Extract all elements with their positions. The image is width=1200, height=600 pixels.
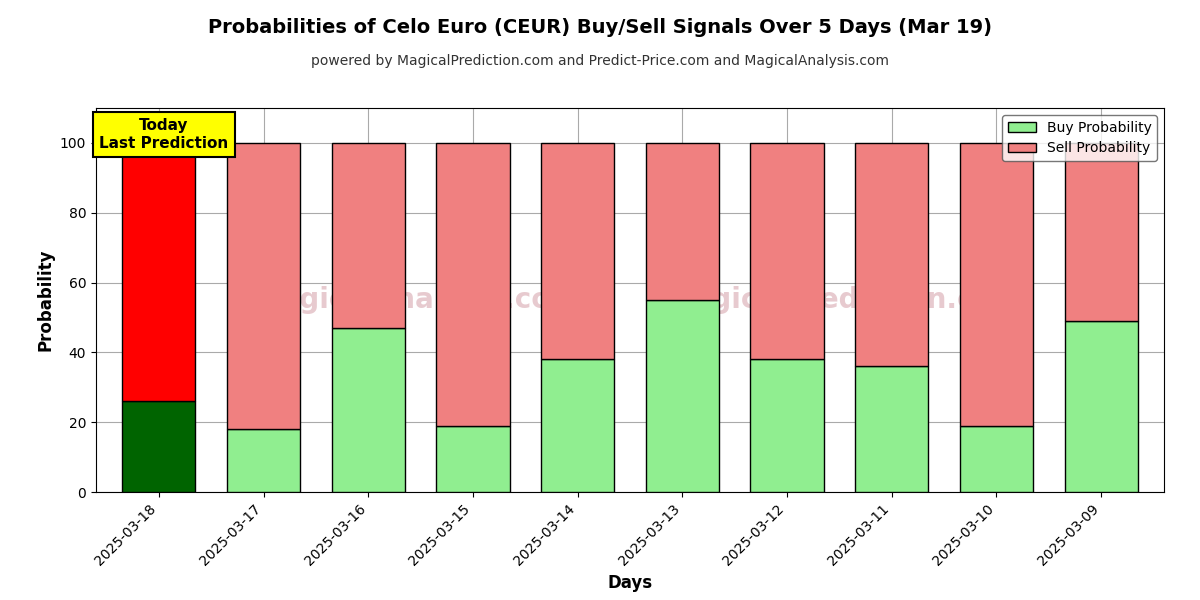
Bar [646, 300, 719, 492]
Text: powered by MagicalPrediction.com and Predict-Price.com and MagicalAnalysis.com: powered by MagicalPrediction.com and Pre… [311, 54, 889, 68]
Text: MagicalPrediction.com: MagicalPrediction.com [665, 286, 1022, 314]
Bar [331, 143, 404, 328]
Text: Today
Last Prediction: Today Last Prediction [100, 118, 229, 151]
Bar [227, 429, 300, 492]
Bar [856, 367, 929, 492]
Bar [856, 143, 929, 367]
Text: MagicalAnalysis.com: MagicalAnalysis.com [253, 286, 580, 314]
Legend: Buy Probability, Sell Probability: Buy Probability, Sell Probability [1002, 115, 1157, 161]
Bar [437, 425, 510, 492]
Bar [227, 143, 300, 429]
X-axis label: Days: Days [607, 574, 653, 592]
Y-axis label: Probability: Probability [36, 249, 54, 351]
Bar [541, 143, 614, 359]
Text: Probabilities of Celo Euro (CEUR) Buy/Sell Signals Over 5 Days (Mar 19): Probabilities of Celo Euro (CEUR) Buy/Se… [208, 18, 992, 37]
Bar [122, 143, 196, 401]
Bar [960, 143, 1033, 425]
Bar [750, 359, 823, 492]
Bar [1064, 321, 1138, 492]
Bar [1064, 143, 1138, 321]
Bar [331, 328, 404, 492]
Bar [437, 143, 510, 425]
Bar [750, 143, 823, 359]
Bar [122, 401, 196, 492]
Bar [541, 359, 614, 492]
Bar [960, 425, 1033, 492]
Bar [646, 143, 719, 300]
